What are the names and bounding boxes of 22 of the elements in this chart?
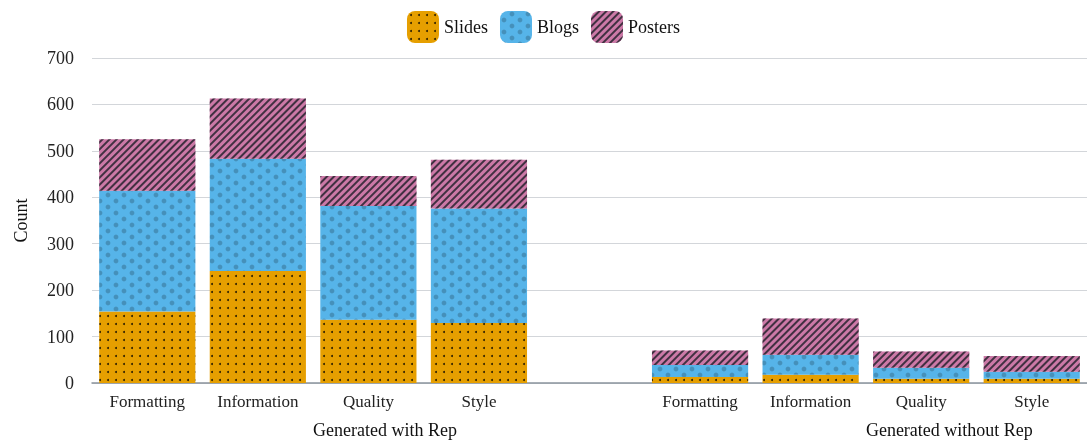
x-tick-label: Information: [217, 392, 299, 411]
x-tick-label: Formatting: [662, 392, 739, 411]
y-axis-title: Count: [11, 198, 31, 243]
x-tick-label: Information: [770, 392, 852, 411]
x-tick-label: Quality: [342, 392, 395, 411]
x-tick-label: Style: [461, 392, 497, 411]
y-tick-label: 500: [47, 140, 74, 161]
y-tick-label: 600: [47, 94, 74, 115]
legend-label: Slides: [443, 17, 488, 37]
x-tick-label: Quality: [895, 392, 948, 411]
y-tick-label: 700: [47, 48, 74, 68]
legend-label: Posters: [628, 17, 681, 37]
text: Generated with Rep: [313, 420, 458, 440]
y-tick-label: 200: [47, 280, 74, 301]
y-tick-label: 300: [47, 233, 74, 254]
y-tick-label: 400: [47, 187, 74, 208]
text: Generated without Rep: [865, 420, 1033, 440]
x-tick-label: Style: [1014, 392, 1050, 411]
x-tick-label: Formatting: [109, 392, 186, 411]
y-tick-label: 100: [47, 326, 74, 347]
legend-label: Blogs: [537, 17, 580, 37]
y-tick-label: 0: [65, 373, 74, 393]
